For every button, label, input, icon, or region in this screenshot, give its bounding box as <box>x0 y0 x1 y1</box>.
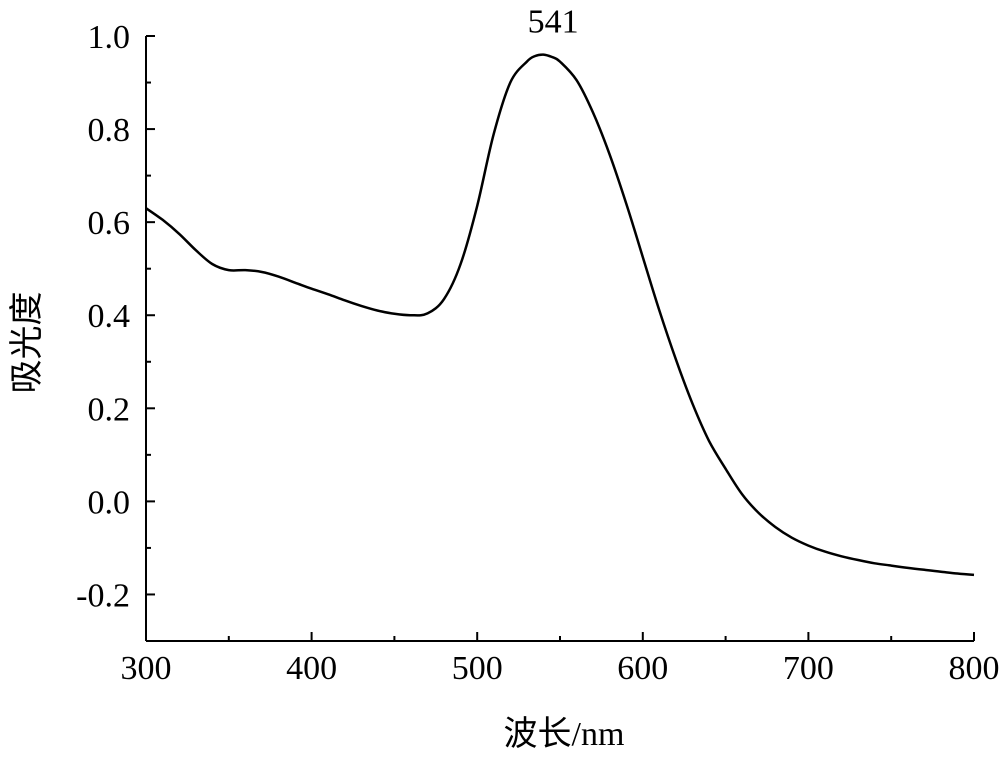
y-tick-label: 1.0 <box>88 19 131 56</box>
axes <box>145 36 974 642</box>
x-tick-label: 300 <box>121 650 172 687</box>
y-tick-label: 0.6 <box>88 205 131 242</box>
spectrum-line <box>145 53 975 577</box>
x-axis-title: 波长/nm <box>504 715 625 753</box>
y-tick-label: 0.8 <box>88 112 131 149</box>
y-tick-label: 0.2 <box>88 391 131 428</box>
peak-label: 541 <box>528 4 579 41</box>
x-tick-label: 400 <box>286 650 337 687</box>
x-tick-label: 600 <box>617 650 668 687</box>
x-tick-label: 800 <box>949 650 1000 687</box>
x-ticks: 300 400 500 600 700 800 <box>121 632 1000 687</box>
y-axis-title: 吸光度 <box>8 292 46 394</box>
y-ticks: -0.2 0.0 0.2 0.4 0.6 0.8 1.0 <box>76 19 155 642</box>
y-tick-label: 0.0 <box>88 484 131 521</box>
x-tick-label: 700 <box>783 650 834 687</box>
y-tick-label: 0.4 <box>88 298 131 335</box>
x-tick-label: 500 <box>452 650 503 687</box>
annotations: 541 <box>528 4 579 41</box>
y-tick-label: -0.2 <box>76 577 130 614</box>
